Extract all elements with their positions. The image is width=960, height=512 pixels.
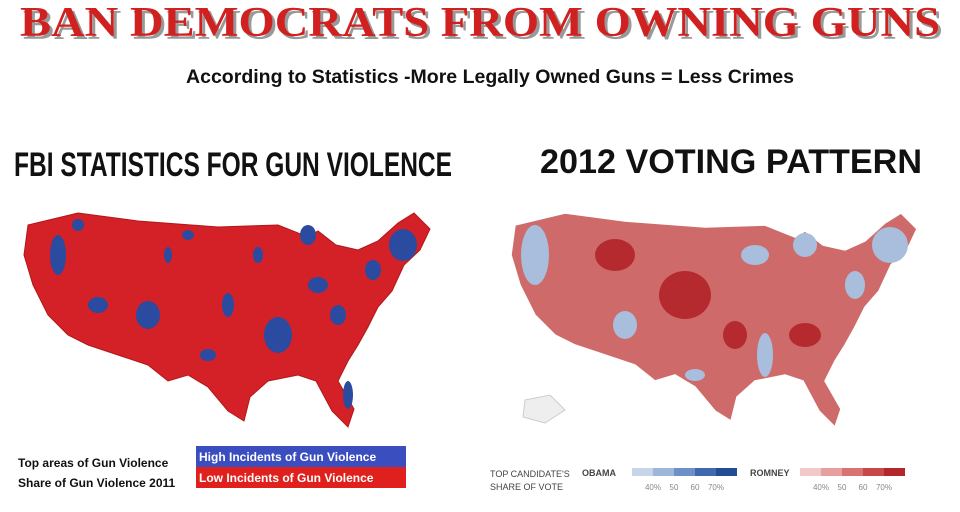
legend-text: SHARE OF VOTE: [490, 482, 563, 492]
scale-swatch: [695, 468, 716, 476]
scale-swatch: [863, 468, 884, 476]
voting-map: [510, 212, 918, 428]
scale-swatch: [884, 468, 905, 476]
legend-text: Share of Gun Violence 2011: [18, 476, 176, 490]
scale-tick: 70%: [876, 483, 892, 492]
right-heading: 2012 VOTING PATTERN: [540, 143, 922, 181]
scale-tick: 40%: [813, 483, 829, 492]
legend-label: High Incidents of Gun Violence: [199, 450, 376, 464]
scale-swatch: [800, 468, 821, 476]
gun-violence-map: [23, 212, 431, 428]
scale-tick: 60: [859, 483, 868, 492]
scale-swatch: [716, 468, 737, 476]
scale-swatch: [674, 468, 695, 476]
left-heading: FBI STATISTICS FOR GUN VIOLENCE: [14, 146, 452, 184]
legend-text: Top areas of Gun Violence: [18, 456, 169, 470]
scale-tick: 70%: [708, 483, 724, 492]
title: BAN DEMOCRATS FROM OWNING GUNS: [20, 0, 940, 46]
legend-text: TOP CANDIDATE'S: [490, 469, 570, 479]
legend-label: Low Incidents of Gun Violence: [199, 471, 374, 485]
scale-swatch: [842, 468, 863, 476]
legend-swatch: [196, 446, 406, 467]
title-shadow: BAN DEMOCRATS FROM OWNING GUNS: [23, 3, 943, 49]
legend-name: OBAMA: [582, 468, 616, 478]
scale-tick: 50: [838, 483, 847, 492]
legend-swatch: [196, 467, 406, 488]
scale-tick: 40%: [645, 483, 661, 492]
scale-swatch: [821, 468, 842, 476]
scale-tick: 50: [670, 483, 679, 492]
legend-name: ROMNEY: [750, 468, 790, 478]
scale-tick: 60: [691, 483, 700, 492]
subtitle: According to Statistics -More Legally Ow…: [186, 67, 794, 88]
scale-swatch: [653, 468, 674, 476]
scale-swatch: [632, 468, 653, 476]
